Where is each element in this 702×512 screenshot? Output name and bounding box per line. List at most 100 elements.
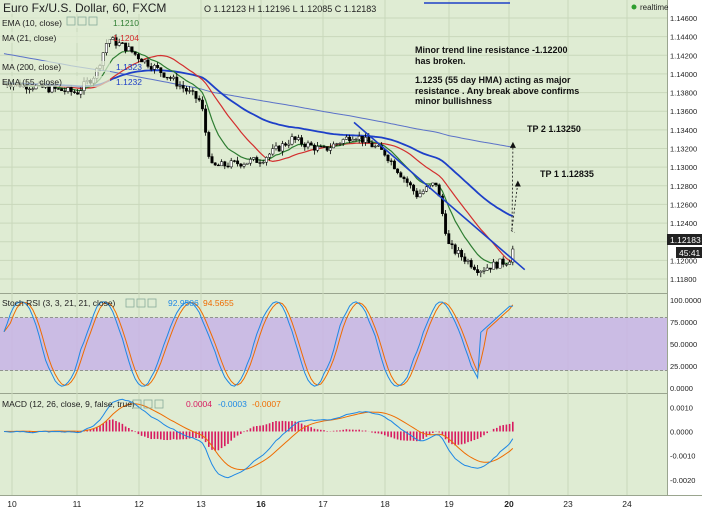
- candle: [69, 85, 73, 96]
- candle: [309, 141, 313, 146]
- candle: [223, 160, 227, 170]
- x-tick-label: 23: [563, 499, 573, 509]
- candle-body: [165, 76, 169, 79]
- macd-series: [3, 398, 514, 479]
- candle-body: [184, 88, 188, 92]
- legend-control-icons[interactable]: [66, 16, 98, 26]
- candle-body: [56, 88, 60, 90]
- candle: [255, 155, 259, 163]
- candle-body: [194, 91, 198, 99]
- candle: [264, 156, 268, 166]
- rsi-tick-label: 50.0000: [670, 340, 697, 349]
- candle-body: [172, 76, 176, 79]
- candle-body: [63, 90, 67, 92]
- candle-body: [124, 42, 128, 52]
- candle-body: [460, 250, 464, 258]
- price-tick-label: 1.11800: [670, 275, 697, 284]
- candle: [338, 142, 342, 147]
- candle: [492, 258, 496, 270]
- stoch-rsi-series: [0, 301, 667, 387]
- ma200-label: MA (200, close): [2, 62, 61, 72]
- candle: [364, 133, 368, 146]
- candle-body: [309, 142, 313, 146]
- candle: [31, 86, 35, 92]
- candle: [357, 131, 361, 144]
- candle-body: [440, 195, 444, 214]
- candle: [133, 51, 137, 57]
- candle-body: [316, 146, 320, 151]
- candle: [200, 96, 204, 112]
- candle: [178, 81, 182, 90]
- candle-body: [434, 182, 438, 186]
- x-tick-label: 20: [504, 499, 514, 509]
- candle: [56, 87, 60, 90]
- axis-labels: 10 11 12 13 16 17 18 19 20 23 24 1.14600 1.14400 1.14…: [7, 14, 701, 509]
- candle: [485, 264, 489, 271]
- candle-body: [476, 269, 480, 274]
- candle: [111, 36, 115, 40]
- candle-body: [258, 162, 262, 164]
- candle-body: [268, 153, 272, 158]
- x-tick-label: 12: [134, 499, 144, 509]
- candle-body: [453, 244, 457, 254]
- macd-panel-bg: [0, 394, 667, 495]
- candle: [76, 89, 80, 95]
- candle-body: [293, 136, 297, 140]
- candle: [60, 88, 64, 92]
- rsi-label: Stoch RSI (3, 3, 21, 21, close): [2, 298, 116, 308]
- candle: [207, 130, 211, 159]
- rsi-control-icons[interactable]: [125, 298, 157, 308]
- candle: [351, 136, 355, 142]
- macd-control-icons[interactable]: [132, 399, 164, 409]
- header: Euro Fx/U.S. Dollar, 60, FXCM O 1.12123 …: [0, 0, 669, 15]
- candle-body: [271, 148, 275, 155]
- candle-body: [335, 143, 339, 145]
- analyst-annotation: Minor trend line resistance -1.12200 has…: [415, 45, 594, 179]
- candle: [258, 159, 262, 167]
- stoch-band: [0, 317, 667, 371]
- candle-body: [207, 132, 211, 157]
- candle-body: [424, 186, 428, 192]
- x-tick-label: 19: [444, 499, 454, 509]
- candle-body: [168, 77, 172, 79]
- candle-body: [229, 160, 233, 168]
- candle-body: [357, 135, 361, 140]
- candle-body: [60, 88, 64, 92]
- candle: [204, 104, 208, 136]
- candle-body: [178, 85, 182, 87]
- candle: [396, 168, 400, 175]
- rsi-tick-label: 25.0000: [670, 362, 697, 371]
- annotation-line-5: resistance . Any break above confirms: [415, 86, 579, 96]
- current-price: 1.12183: [670, 235, 701, 245]
- price-tick-label: 1.14200: [670, 51, 697, 60]
- candle: [188, 86, 192, 94]
- candle: [373, 144, 377, 149]
- candle: [213, 162, 217, 166]
- candle: [412, 183, 416, 195]
- candle: [348, 134, 352, 144]
- macd-title: MACD (12, 26, close, 9, false, true) 0.0…: [2, 399, 281, 409]
- candle: [271, 144, 275, 156]
- candle-body: [143, 59, 147, 63]
- candle: [194, 91, 198, 104]
- candle: [168, 75, 172, 81]
- indicator-legend: EMA (10, close) 1.1210 MA (21, close) 1.…: [0, 16, 142, 87]
- candle: [181, 80, 185, 93]
- candle-body: [498, 258, 502, 269]
- candle-body: [152, 65, 156, 70]
- candle: [130, 46, 134, 54]
- candle: [274, 142, 278, 151]
- candle-body: [300, 137, 304, 145]
- x-tick-label: 13: [196, 499, 206, 509]
- candle-body: [162, 72, 166, 78]
- candle-body: [159, 67, 163, 74]
- candle-body: [386, 154, 390, 162]
- candle-body: [488, 267, 492, 270]
- candle: [418, 189, 422, 198]
- candle: [332, 141, 336, 149]
- time-axis-bg: [0, 495, 702, 512]
- x-tick-label: 18: [380, 499, 390, 509]
- candle-body: [213, 162, 217, 166]
- candle: [268, 152, 272, 161]
- candle: [460, 248, 464, 261]
